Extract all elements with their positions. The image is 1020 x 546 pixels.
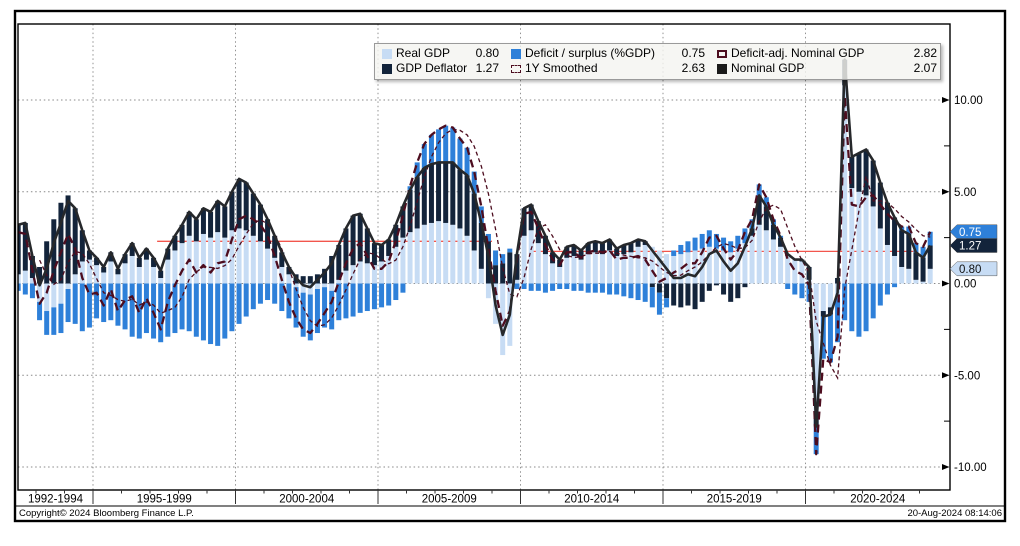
copyright-text: Copyright© 2024 Bloomberg Finance L.P. <box>19 508 194 519</box>
stacked-bars <box>18 59 933 455</box>
svg-text:10.00: 10.00 <box>954 95 983 107</box>
legend-item-1y-smoothed[interactable]: 1Y Smoothed 2.63 <box>504 61 710 76</box>
svg-text:2005-2009: 2005-2009 <box>422 494 477 506</box>
x-axis: 1992-1994 1995-1999 2000-2004 2005-2009 2010… <box>14 490 1006 507</box>
svg-text:2000-2004: 2000-2004 <box>279 494 335 506</box>
grid <box>18 24 950 490</box>
svg-text:1995-1999: 1995-1999 <box>137 494 192 506</box>
legend-value: 1.27 <box>475 61 499 75</box>
svg-text:2020-2024: 2020-2024 <box>850 494 906 506</box>
timestamp-text: 20-Aug-2024 08:14:06 <box>907 508 1002 519</box>
svg-text:2010-2014: 2010-2014 <box>564 494 620 506</box>
legend-item-deficit-adj-nominal-gdp[interactable]: Deficit-adj. Nominal GDP 2.82 <box>710 46 942 61</box>
y-axis: 10.00 5.00 0.00 -5.00 -10.00 <box>942 95 987 474</box>
legend-value: 0.75 <box>681 46 705 60</box>
plot-frame <box>17 23 951 491</box>
outer-border <box>13 9 1007 523</box>
svg-text:0.00: 0.00 <box>954 279 976 291</box>
svg-text:1.27: 1.27 <box>959 241 981 253</box>
nominal-gdp-line <box>18 58 932 428</box>
chart-legend: Real GDP 0.80 Deficit / surplus (%GDP) 0… <box>374 43 941 80</box>
svg-text:2015-2019: 2015-2019 <box>707 494 762 506</box>
legend-value: 2.63 <box>681 61 705 75</box>
legend-value: 0.80 <box>475 46 499 60</box>
legend-item-nominal-gdp[interactable]: Nominal GDP 2.07 <box>710 61 942 76</box>
legend-label: Deficit / surplus (%GDP) <box>525 46 656 60</box>
svg-text:0.80: 0.80 <box>959 264 981 276</box>
legend-label: 1Y Smoothed <box>525 61 598 75</box>
value-tags: 0.75 1.27 0.80 <box>949 224 998 277</box>
legend-item-gdp-deflator[interactable]: GDP Deflator 1.27 <box>375 61 504 76</box>
legend-value: 2.82 <box>913 46 937 60</box>
real-gdp-swatch-icon <box>382 48 392 59</box>
legend-label: Nominal GDP <box>731 61 805 75</box>
legend-label: Deficit-adj. Nominal GDP <box>731 46 865 60</box>
nominal-gdp-swatch-icon <box>717 63 727 74</box>
svg-text:1992-1994: 1992-1994 <box>28 494 84 506</box>
legend-label: GDP Deflator <box>396 61 468 75</box>
svg-text:0.75: 0.75 <box>959 227 981 239</box>
svg-text:-10.00: -10.00 <box>954 462 987 474</box>
gdp-deflator-swatch-icon <box>382 63 392 74</box>
legend-label: Real GDP <box>396 46 451 60</box>
legend-value: 2.07 <box>913 61 937 75</box>
smoothed-1y-line <box>39 128 931 381</box>
legend-item-deficit-surplus[interactable]: Deficit / surplus (%GDP) 0.75 <box>504 46 710 61</box>
deficit-adj-dashed-line-icon <box>717 49 727 58</box>
legend-item-real-gdp[interactable]: Real GDP 0.80 <box>375 46 504 61</box>
svg-text:-5.00: -5.00 <box>954 370 980 382</box>
smoothed-dashed-line-icon <box>511 64 521 73</box>
svg-text:5.00: 5.00 <box>954 187 976 199</box>
deficit-adj-nominal-gdp-line <box>18 95 932 456</box>
deficit-surplus-swatch-icon <box>511 48 521 59</box>
